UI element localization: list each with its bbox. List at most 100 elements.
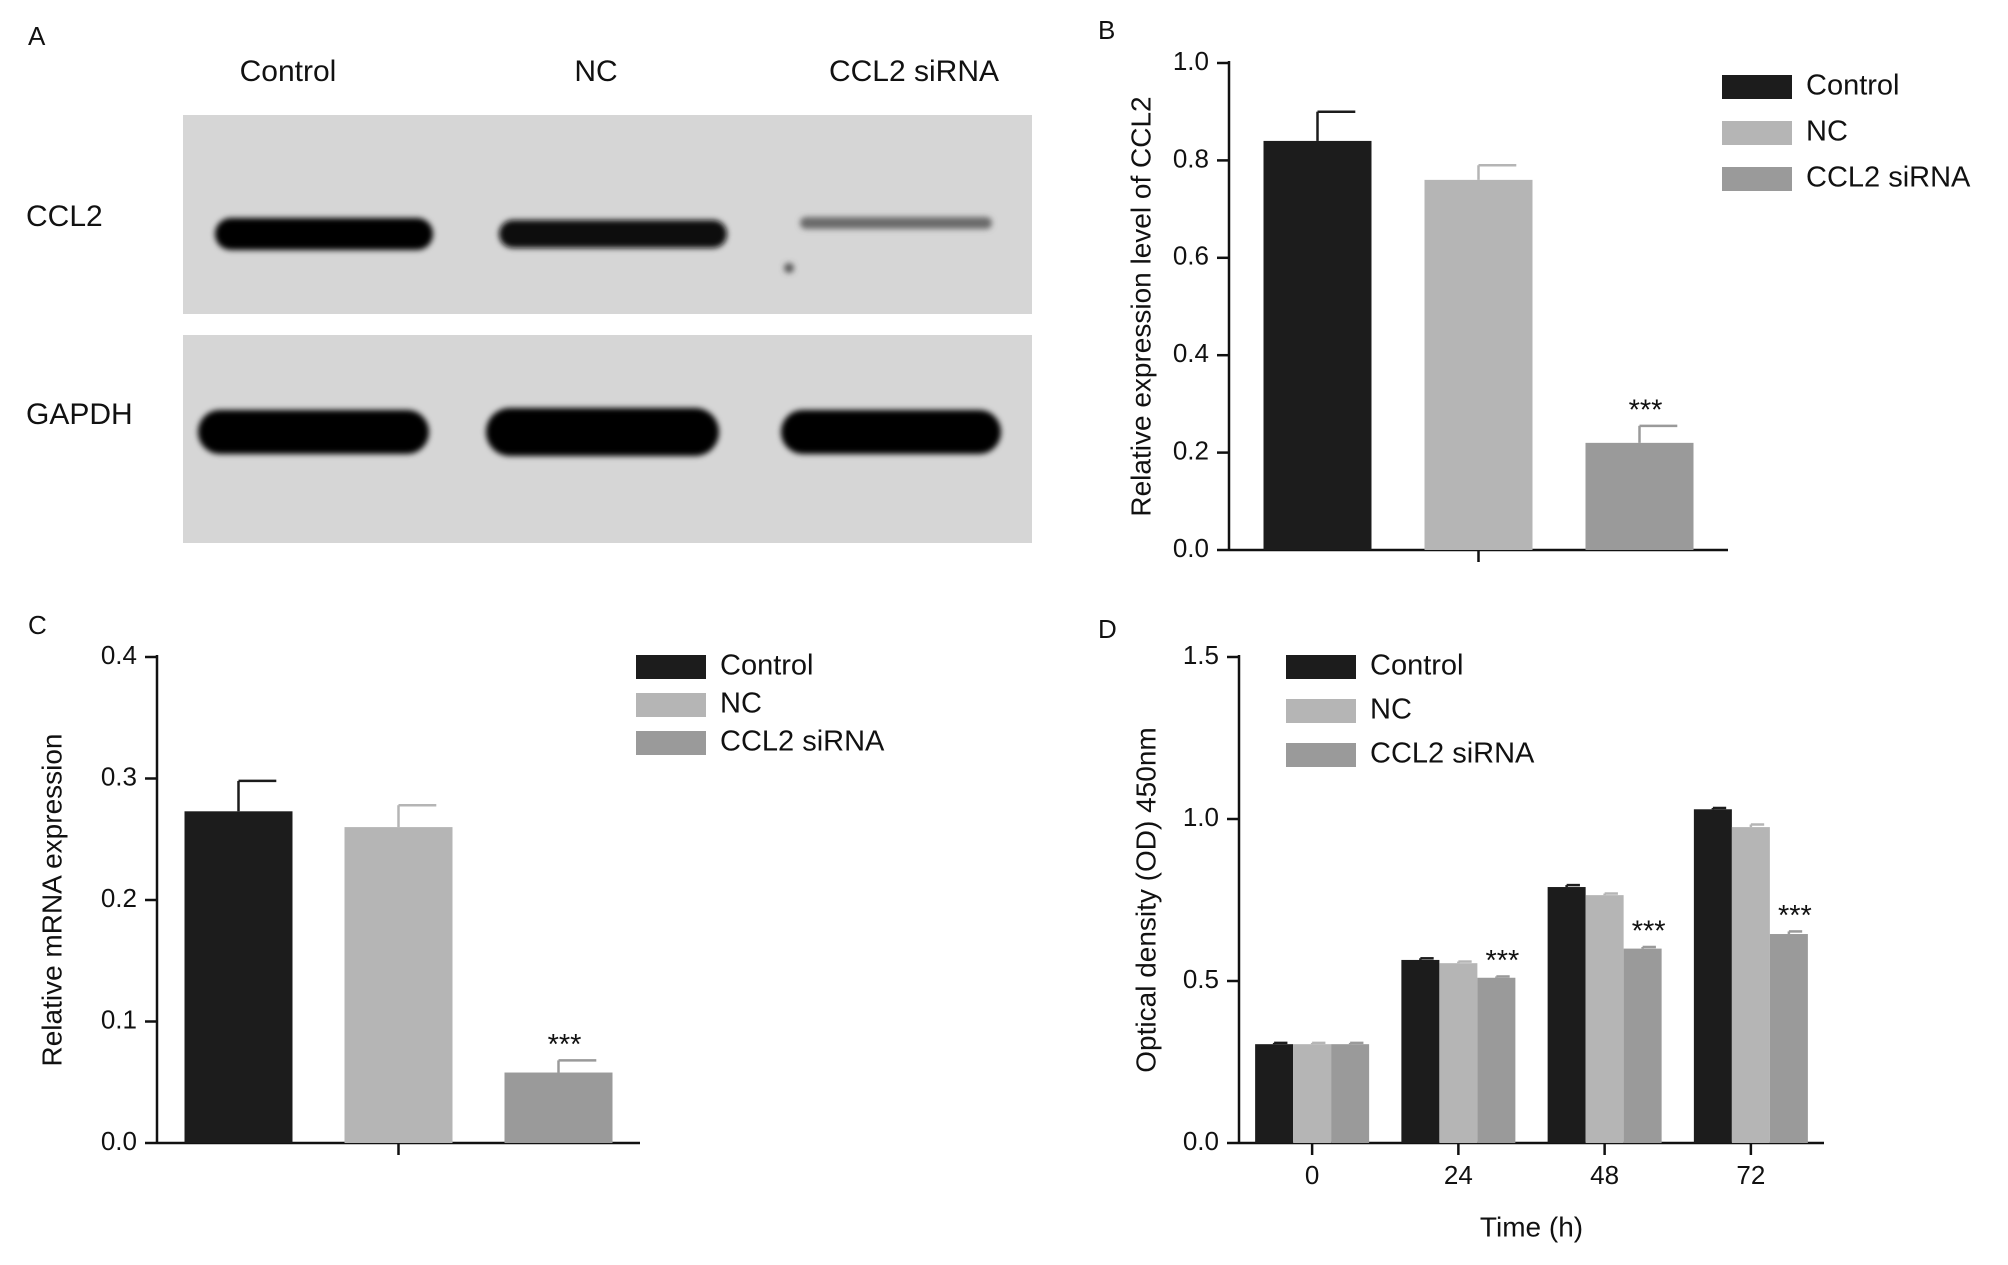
x-axis-title: Time (h) bbox=[1480, 1211, 1583, 1242]
bar bbox=[1547, 887, 1586, 1143]
bar bbox=[1439, 963, 1478, 1143]
legend-label: CCL2 siRNA bbox=[1370, 738, 1535, 770]
error-bar bbox=[397, 803, 437, 828]
y-tick-label: 0.0 bbox=[1183, 1126, 1219, 1156]
error-bar bbox=[1565, 883, 1580, 888]
legend-swatch bbox=[1722, 167, 1792, 191]
band bbox=[198, 410, 429, 454]
x-tick-label: 0 bbox=[1305, 1160, 1319, 1190]
legend-swatch bbox=[636, 655, 706, 679]
bar bbox=[1331, 1044, 1370, 1143]
y-tick-label: 0.6 bbox=[1173, 241, 1209, 271]
error-bar bbox=[1641, 945, 1656, 949]
error-bar bbox=[1603, 892, 1618, 896]
y-tick-label: 0.0 bbox=[1173, 533, 1209, 563]
y-tick-label: 0.2 bbox=[1173, 435, 1209, 465]
panel-label: A bbox=[28, 21, 46, 51]
significance-label: *** bbox=[548, 1029, 582, 1061]
row-label: GAPDH bbox=[26, 398, 133, 431]
lane-label: Control bbox=[240, 55, 337, 88]
error-bar bbox=[1711, 806, 1727, 810]
error-bar bbox=[1310, 1041, 1326, 1045]
legend-label: Control bbox=[1806, 70, 1900, 102]
legend-label: NC bbox=[1806, 116, 1848, 148]
bar bbox=[1731, 827, 1770, 1143]
bar bbox=[1585, 442, 1694, 550]
blot-membrane bbox=[183, 115, 1032, 314]
legend-label: Control bbox=[1370, 650, 1464, 682]
y-axis-title: Relative expression level of CCL2 bbox=[1125, 96, 1156, 516]
significance-label: *** bbox=[1778, 900, 1812, 932]
band bbox=[486, 408, 719, 456]
legend-swatch bbox=[1286, 699, 1356, 723]
legend-label: NC bbox=[720, 688, 762, 720]
y-tick-label: 1.0 bbox=[1173, 46, 1209, 76]
panel-label: D bbox=[1098, 614, 1117, 644]
legend-swatch bbox=[1286, 655, 1356, 679]
x-tick-label: 24 bbox=[1444, 1160, 1473, 1190]
y-tick-label: 0.2 bbox=[101, 883, 137, 913]
bar bbox=[1401, 959, 1440, 1143]
legend-label: CCL2 siRNA bbox=[720, 726, 885, 758]
y-tick-label: 1.5 bbox=[1183, 640, 1219, 670]
y-axis-title: Optical density (OD) 450nm bbox=[1130, 727, 1161, 1072]
band bbox=[800, 217, 992, 229]
error-bar bbox=[1419, 957, 1434, 960]
legend-label: Control bbox=[720, 650, 814, 682]
bar bbox=[1693, 809, 1732, 1143]
x-tick-label: 48 bbox=[1590, 1160, 1619, 1190]
legend-swatch bbox=[1722, 75, 1792, 99]
bar bbox=[1623, 948, 1662, 1143]
y-tick-label: 1.0 bbox=[1183, 802, 1219, 832]
y-tick-label: 0.4 bbox=[1173, 338, 1209, 368]
error-bar bbox=[1272, 1041, 1288, 1045]
bar bbox=[504, 1072, 613, 1143]
bar bbox=[1263, 140, 1372, 551]
legend-label: CCL2 siRNA bbox=[1806, 162, 1971, 194]
y-tick-label: 0.4 bbox=[101, 640, 137, 670]
band bbox=[499, 220, 727, 248]
y-tick-label: 0.3 bbox=[101, 761, 137, 791]
panel-label: C bbox=[28, 610, 47, 640]
bands bbox=[198, 217, 1001, 456]
bar bbox=[184, 811, 293, 1143]
error-bar bbox=[1457, 960, 1472, 964]
significance-label: *** bbox=[1632, 916, 1666, 948]
y-tick-label: 0.0 bbox=[101, 1126, 137, 1156]
bar bbox=[1769, 934, 1808, 1143]
lane-label: NC bbox=[574, 55, 617, 88]
band bbox=[781, 410, 1001, 454]
error-bar bbox=[237, 779, 277, 812]
error-bar bbox=[1638, 424, 1678, 443]
error-bar bbox=[1316, 110, 1356, 141]
bar bbox=[1255, 1044, 1294, 1143]
y-tick-label: 0.1 bbox=[101, 1004, 137, 1034]
error-bar bbox=[1348, 1041, 1364, 1045]
bar bbox=[1424, 179, 1533, 550]
bar bbox=[1293, 1044, 1332, 1143]
legend-swatch bbox=[1286, 743, 1356, 767]
significance-label: *** bbox=[1485, 945, 1519, 977]
legend-swatch bbox=[636, 693, 706, 717]
error-bar bbox=[1495, 975, 1510, 978]
bar bbox=[344, 827, 453, 1143]
bar bbox=[1477, 977, 1516, 1143]
row-label: CCL2 bbox=[26, 200, 103, 233]
legend-swatch bbox=[636, 731, 706, 755]
error-bar bbox=[557, 1059, 597, 1073]
significance-label: *** bbox=[1629, 394, 1663, 426]
legend-swatch bbox=[1722, 121, 1792, 145]
error-bar bbox=[1787, 930, 1803, 935]
speck bbox=[784, 263, 794, 273]
band bbox=[215, 218, 433, 250]
y-axis-title: Relative mRNA expression bbox=[36, 733, 67, 1066]
lane-label: CCL2 siRNA bbox=[829, 55, 999, 88]
y-tick-label: 0.8 bbox=[1173, 143, 1209, 173]
legend-label: NC bbox=[1370, 694, 1412, 726]
bar bbox=[1585, 895, 1624, 1143]
x-tick-label: 72 bbox=[1736, 1160, 1765, 1190]
error-bar bbox=[1477, 164, 1517, 180]
panel-label: B bbox=[1098, 15, 1115, 45]
